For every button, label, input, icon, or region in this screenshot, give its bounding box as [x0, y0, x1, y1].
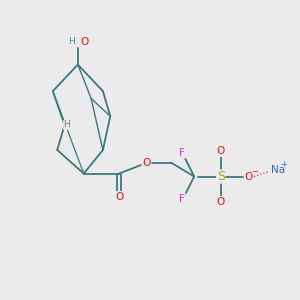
Text: +: + — [280, 160, 287, 169]
Text: O: O — [142, 158, 150, 168]
Text: O: O — [217, 196, 225, 206]
Text: Na: Na — [271, 165, 285, 175]
Text: H: H — [68, 37, 75, 46]
Text: O: O — [244, 172, 253, 182]
Text: F: F — [179, 148, 185, 158]
Text: O: O — [115, 191, 123, 202]
Text: F: F — [179, 194, 185, 204]
Text: O: O — [80, 37, 88, 46]
Text: O: O — [217, 146, 225, 157]
Text: −: − — [252, 167, 259, 176]
Text: S: S — [217, 170, 225, 183]
Text: H: H — [64, 121, 70, 130]
